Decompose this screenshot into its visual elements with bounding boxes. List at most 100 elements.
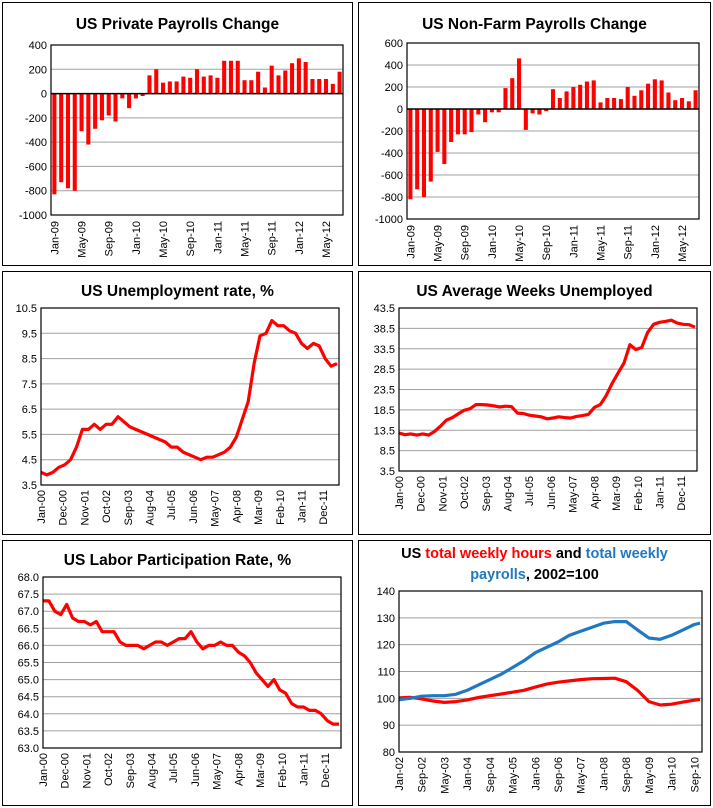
x-tick-label: Sep-11 [267, 221, 279, 256]
y-tick-label: 120 [377, 640, 395, 652]
x-tick-label: May-10 [158, 221, 170, 258]
x-tick-label: Jan-12 [294, 221, 306, 255]
bar [591, 80, 596, 109]
y-tick-label: -800 [381, 192, 403, 204]
title-part: US [401, 546, 426, 562]
x-tick-label: Oct-02 [103, 753, 115, 786]
plot-area-border [406, 42, 700, 220]
x-tick-label: Mar-09 [253, 490, 265, 525]
bar [489, 109, 494, 113]
series-line [40, 319, 338, 477]
bar [530, 109, 535, 114]
series-line [398, 620, 701, 702]
avg-weeks-unemployed-panel: US Average Weeks Unemployed 3.5 8.5 13.5 18… [358, 271, 711, 535]
bar [215, 77, 220, 94]
x-tick-label: Feb-10 [277, 753, 289, 788]
x-tick-label: Aug-04 [145, 490, 157, 525]
x-tick-label: Apr-08 [589, 476, 601, 509]
y-tick-label: 140 [377, 586, 395, 598]
y-tick-label: 13.5 [374, 425, 395, 437]
x-tick-label: Jul-05 [166, 490, 178, 520]
bar [330, 83, 335, 94]
y-tick-label: 3.5 [380, 466, 395, 478]
bar [181, 76, 186, 94]
private-payrolls-panel: US Private Payrolls Change -1000 -800 -600… [2, 2, 353, 266]
y-tick-label: -600 [381, 170, 403, 182]
bar [646, 83, 651, 109]
private-payrolls-chart: -1000 -800 -600 -400 -200 0 200 400 Jan-09 May-09… [19, 40, 344, 258]
bar [557, 98, 562, 109]
x-tick-label: Sep-08 [621, 757, 633, 792]
bar [476, 109, 481, 115]
plot-area-border [42, 576, 342, 749]
y-tick-label: 66.5 [18, 623, 39, 635]
chart-title: US Unemployment rate, % [81, 283, 274, 300]
chart-title: US Average Weeks Unemployed [416, 283, 653, 300]
plot-area-border [50, 44, 344, 216]
x-tick-label: Dec-11 [318, 490, 330, 525]
x-tick-label: Sep-09 [460, 225, 472, 260]
y-tick-label: -200 [25, 113, 47, 125]
y-tick-label: 28.5 [374, 364, 395, 376]
y-tick-label: 67.5 [18, 589, 39, 601]
y-tick-label: 200 [385, 82, 403, 94]
bar [598, 102, 603, 109]
bar [421, 109, 427, 197]
chart-title: US Labor Participation Rate, % [63, 552, 292, 569]
x-tick-label: Jul-05 [168, 753, 180, 783]
bar [618, 99, 623, 109]
x-tick-label: Aug-04 [503, 476, 515, 511]
y-tick-label: 64.0 [18, 709, 39, 721]
bar [323, 79, 329, 94]
x-tick-label: Sep-10 [185, 221, 197, 256]
bar [523, 109, 528, 130]
title-part: payrolls [470, 567, 526, 583]
title-part: total weekly hours [425, 546, 552, 562]
nonfarm-payrolls-chart: -1000 -800 -600 -400 -200 0 200 400 600 Jan-09 May… [375, 38, 700, 262]
x-tick-label: Apr-08 [233, 753, 245, 786]
x-tick-label: Mar-09 [255, 753, 267, 788]
y-tick-label: 90 [383, 720, 395, 732]
x-tick-label: May-12 [321, 221, 333, 258]
bar [106, 93, 111, 116]
bar [496, 109, 501, 113]
weekly-hours-payrolls-chart: 80 90 100 110 120 130 140 Jan-02 Sep-02 May-03 Jan… [377, 586, 703, 794]
bar [632, 95, 637, 109]
x-tick-label: Jan-06 [530, 757, 542, 791]
x-tick-label: Sep-02 [417, 757, 429, 792]
y-tick-label: 3.5 [22, 480, 37, 492]
x-tick-label: Apr-08 [231, 490, 243, 523]
y-tick-label: -400 [381, 148, 403, 160]
bar [188, 77, 193, 94]
series-line [398, 318, 696, 437]
bar [612, 98, 617, 109]
x-tick-label: Sep-11 [623, 225, 635, 260]
bar [99, 93, 104, 121]
bar [79, 93, 84, 132]
y-tick-label: -400 [25, 137, 47, 149]
bar [147, 75, 152, 94]
bar [208, 75, 213, 94]
x-tick-label: Oct-02 [459, 476, 471, 509]
y-tick-label: 110 [377, 667, 395, 679]
y-tick-label: 400 [29, 40, 47, 52]
x-tick-label: Jan-10 [487, 225, 499, 259]
bar [652, 79, 657, 109]
x-tick-label: Jan-00 [394, 476, 406, 510]
bar [283, 70, 288, 94]
bar [262, 87, 267, 94]
bar [113, 93, 118, 122]
title-part: total weekly [585, 546, 668, 562]
nonfarm-payrolls-panel: US Non-Farm Payrolls Change -1000 -800 -60… [358, 2, 711, 266]
x-tick-label: Jan-08 [598, 757, 610, 791]
bar [167, 81, 172, 94]
y-tick-label: -800 [25, 186, 47, 198]
bar [564, 91, 569, 109]
y-tick-label: 65.0 [18, 675, 39, 687]
plot-area-border [398, 307, 698, 472]
bar [666, 92, 671, 109]
bar [174, 81, 179, 94]
x-tick-label: Jun-06 [190, 753, 202, 787]
x-tick-label: Jan-00 [38, 753, 50, 787]
bar [442, 109, 447, 164]
